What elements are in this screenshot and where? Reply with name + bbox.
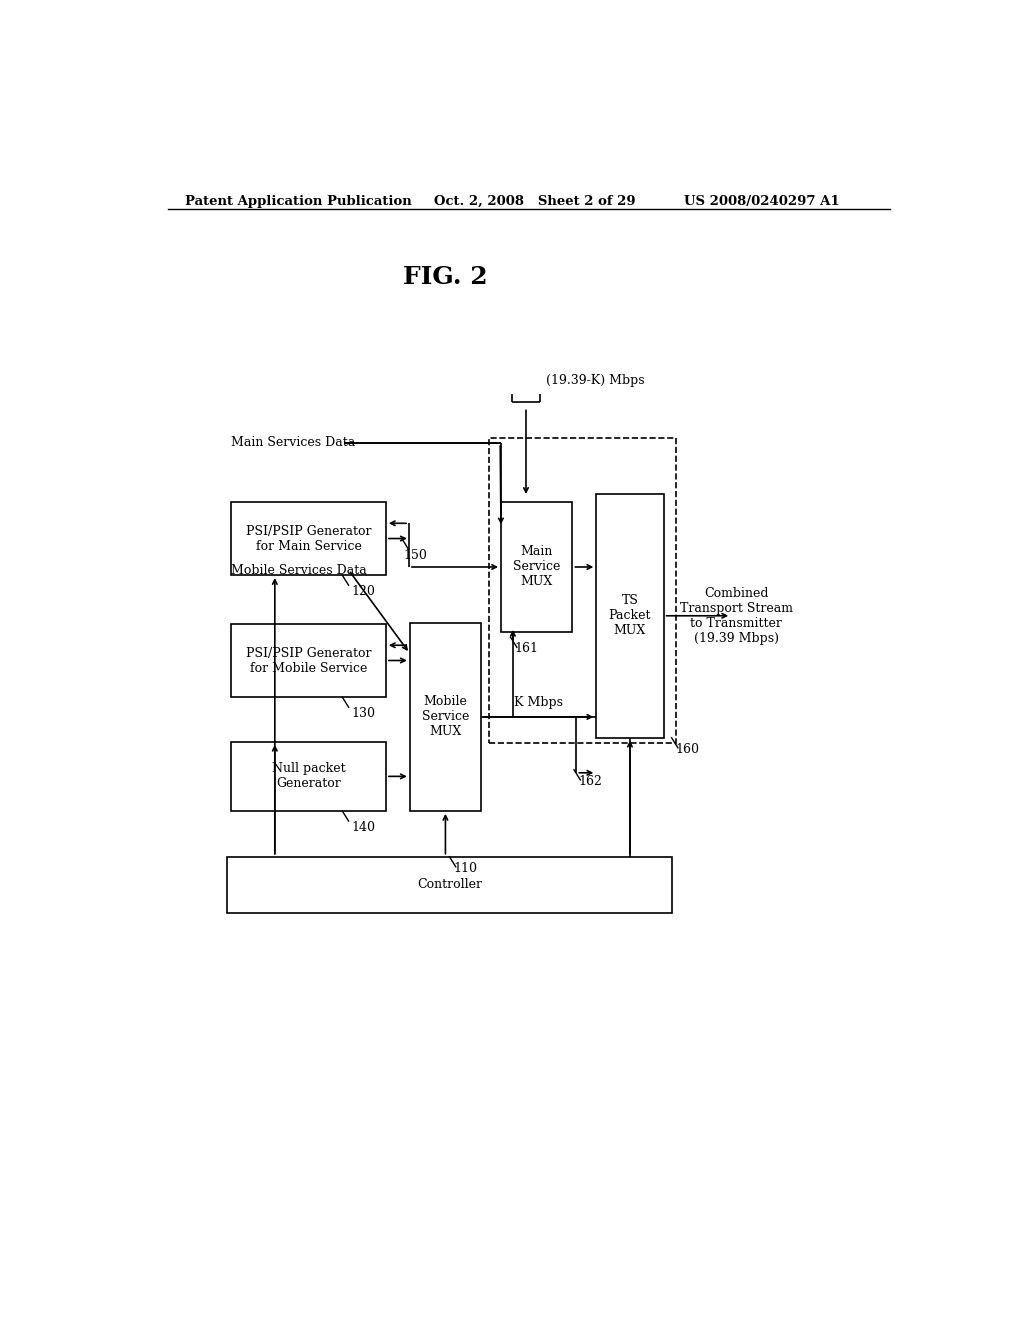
Text: 140: 140 [352, 821, 376, 834]
Text: 150: 150 [403, 549, 427, 562]
Bar [489, 438, 676, 743]
Text: 160: 160 [676, 743, 699, 756]
Text: Controller: Controller [417, 878, 482, 891]
Text: K Mbps: K Mbps [514, 696, 563, 709]
Text: PSI/PSIP Generator
for Main Service: PSI/PSIP Generator for Main Service [246, 524, 372, 553]
Text: (19.39-K) Mbps: (19.39-K) Mbps [546, 374, 644, 387]
Bar [231, 624, 386, 697]
Text: FIG. 2: FIG. 2 [403, 265, 487, 289]
Bar [227, 857, 672, 912]
Bar [231, 502, 386, 576]
Bar [410, 623, 481, 810]
Text: Null packet
Generator: Null packet Generator [271, 763, 345, 791]
Text: Oct. 2, 2008   Sheet 2 of 29: Oct. 2, 2008 Sheet 2 of 29 [433, 195, 635, 209]
Text: Mobile Services Data: Mobile Services Data [231, 564, 367, 577]
Text: 110: 110 [454, 862, 477, 875]
Bar [231, 742, 386, 810]
Text: PSI/PSIP Generator
for Mobile Service: PSI/PSIP Generator for Mobile Service [246, 647, 372, 675]
Bar [501, 502, 572, 632]
Text: Combined
Transport Stream
to Transmitter
(19.39 Mbps): Combined Transport Stream to Transmitter… [680, 587, 793, 644]
Text: Main
Service
MUX: Main Service MUX [513, 545, 560, 589]
Text: TS
Packet
MUX: TS Packet MUX [608, 594, 651, 638]
Bar [596, 494, 664, 738]
Text: US 2008/0240297 A1: US 2008/0240297 A1 [684, 195, 839, 209]
Text: Main Services Data: Main Services Data [231, 437, 355, 450]
Text: 162: 162 [578, 775, 602, 788]
Text: Patent Application Publication: Patent Application Publication [185, 195, 412, 209]
Text: 161: 161 [514, 643, 539, 655]
Text: 120: 120 [352, 585, 376, 598]
Text: Mobile
Service
MUX: Mobile Service MUX [422, 696, 469, 738]
Text: 130: 130 [352, 708, 376, 721]
